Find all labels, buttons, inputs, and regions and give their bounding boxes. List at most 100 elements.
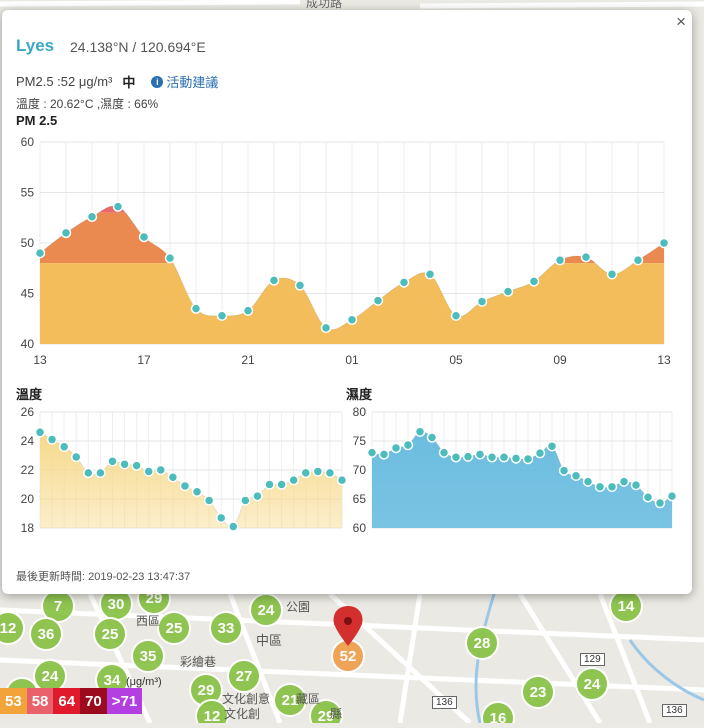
data-point	[618, 476, 630, 487]
data-point	[300, 467, 312, 479]
data-point	[378, 449, 390, 460]
map-marker-circle	[481, 701, 515, 728]
data-point	[215, 512, 227, 524]
map-marker[interactable]: 35	[131, 639, 165, 673]
map-text-culture: 文化創意	[222, 692, 271, 706]
map-marker-circle	[131, 639, 165, 673]
map-text-alley: 彩繪巷	[180, 655, 217, 669]
data-point	[558, 465, 570, 476]
y-tick-label: 24	[21, 434, 35, 448]
map-marker-circle	[465, 626, 499, 660]
data-point	[474, 449, 486, 460]
data-point	[522, 453, 534, 465]
pin-body	[333, 606, 363, 646]
map-marker-circle	[0, 611, 25, 645]
map-top-street: 成功路	[306, 0, 343, 10]
data-point	[46, 434, 58, 445]
map-marker[interactable]: 25	[93, 617, 127, 651]
map-marker-value: 25	[102, 626, 119, 643]
map-marker-value: 24	[258, 602, 275, 619]
legend-item: 53	[0, 688, 27, 714]
data-point	[450, 310, 462, 321]
x-tick-label: 21	[241, 353, 255, 366]
map-marker[interactable]: 36	[29, 617, 63, 651]
data-point	[252, 490, 263, 502]
station-name: Lyes	[16, 36, 55, 55]
data-point	[203, 495, 215, 506]
data-point	[462, 451, 474, 462]
data-point	[60, 227, 72, 239]
map-marker-circle	[309, 699, 343, 728]
legend-item: 58	[26, 688, 54, 714]
pm-chart-title: PM 2.5	[16, 113, 58, 128]
map-marker[interactable]: 12	[195, 699, 229, 728]
map-marker-value: 14	[618, 598, 635, 615]
map-marker-value: 52	[340, 648, 357, 665]
map-marker-value: 30	[108, 596, 125, 613]
map-marker[interactable]: 24	[575, 667, 609, 701]
map-marker[interactable]: 23	[521, 675, 555, 709]
data-point	[402, 439, 414, 451]
data-point	[320, 322, 332, 334]
map-marker-value: 28	[474, 635, 491, 652]
data-point	[606, 481, 618, 493]
data-point	[112, 201, 124, 212]
y-tick-label: 40	[21, 337, 35, 351]
data-point	[216, 310, 228, 321]
station-coords: 24.138°N / 120.694°E	[70, 39, 206, 55]
station-popup: × Lyes 24.138°N / 120.694°E PM2.5 :52 μg…	[2, 10, 692, 594]
data-point	[498, 451, 510, 463]
temp-humidity-summary: 溫度 : 20.62°C ,濕度 : 66%	[16, 97, 159, 111]
data-point	[546, 440, 558, 452]
y-tick-label: 60	[353, 521, 367, 535]
river	[474, 593, 496, 724]
pm-level: 中	[122, 75, 136, 90]
map-marker[interactable]: 29	[309, 699, 343, 728]
map-marker-value: 23	[530, 684, 547, 701]
data-point	[95, 467, 106, 479]
data-point	[642, 492, 654, 503]
map-marker[interactable]: 25	[157, 611, 191, 645]
data-point	[131, 460, 142, 471]
data-point	[324, 467, 336, 479]
map-marker[interactable]: 21	[273, 683, 307, 717]
data-point	[582, 476, 594, 487]
data-point	[83, 467, 94, 479]
data-point	[528, 276, 540, 287]
data-point	[632, 254, 644, 266]
map-marker[interactable]: 28	[465, 626, 499, 660]
legend-item: 70	[80, 688, 107, 714]
map-text-culture-2: 文化創	[224, 707, 261, 721]
close-icon[interactable]: ×	[676, 12, 686, 31]
data-point	[34, 427, 46, 438]
temp-chart-title: 溫度	[16, 387, 43, 402]
map-marker[interactable]: 24	[249, 593, 283, 627]
map-marker-circle	[29, 617, 63, 651]
map-marker[interactable]: 24	[33, 659, 67, 693]
data-point	[276, 479, 287, 490]
y-tick-label: 18	[21, 521, 35, 535]
data-point	[606, 269, 618, 280]
map-marker[interactable]: 14	[609, 589, 643, 623]
data-point	[228, 521, 239, 532]
pm-summary: PM2.5 :52 μg/m³ 中 i 活動建議	[16, 72, 218, 91]
map-marker[interactable]: 27	[227, 659, 261, 693]
data-point	[502, 286, 514, 297]
map-marker-value: 24	[584, 676, 601, 693]
map-marker[interactable]: 33	[209, 611, 243, 645]
data-point	[476, 296, 488, 307]
y-tick-label: 20	[21, 492, 35, 506]
y-tick-label: 26	[21, 405, 35, 419]
map-marker-circle	[227, 659, 261, 693]
data-point	[164, 252, 176, 264]
map-marker[interactable]: 12	[0, 611, 25, 645]
activity-advice-link[interactable]: i 活動建議	[151, 72, 218, 91]
data-point	[390, 442, 402, 454]
data-point	[666, 490, 678, 502]
map-marker-circle	[575, 667, 609, 701]
area-fill	[40, 432, 342, 528]
temp-chart: 18 20 22 24 26	[21, 405, 348, 535]
pin-dot	[344, 617, 352, 625]
map-marker-value: 33	[218, 620, 235, 637]
district-label-west: 西區	[136, 614, 161, 628]
